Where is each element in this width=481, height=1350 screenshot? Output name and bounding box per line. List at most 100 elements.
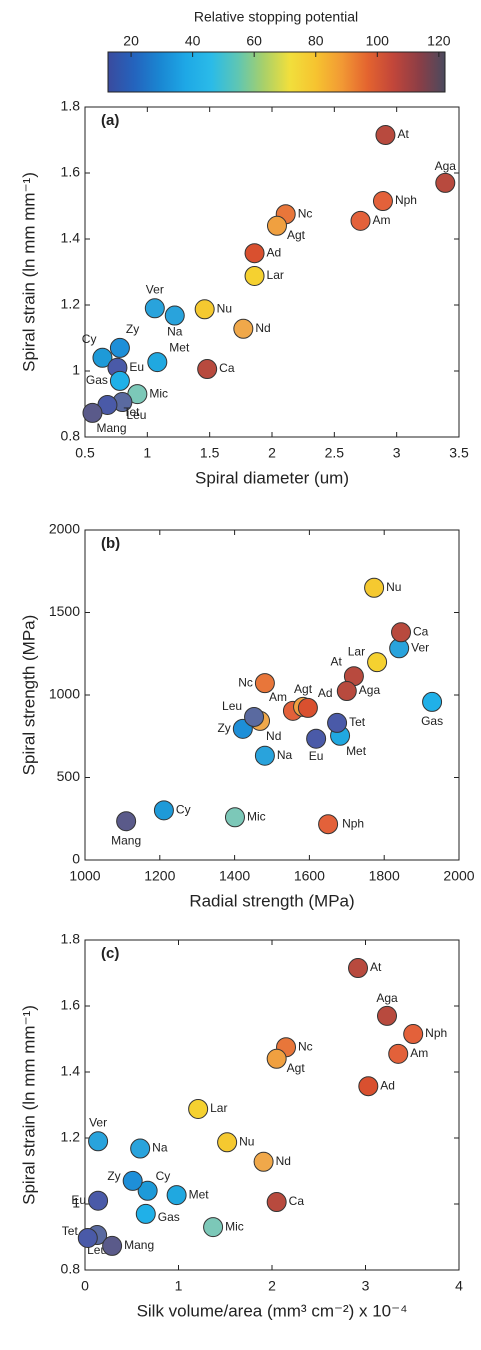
point-label: Ad — [318, 686, 333, 700]
point-label: Tet — [349, 715, 366, 729]
x-axis-label: Silk volume/area (mm³ cm⁻²) x 10⁻⁴ — [137, 1301, 408, 1320]
data-point — [244, 265, 265, 286]
point-label: Nph — [395, 193, 417, 207]
x-tick-label: 1.5 — [200, 445, 220, 461]
point-label: Lar — [348, 644, 365, 658]
y-axis-label: Spiral strain (ln mm mm⁻¹) — [19, 172, 38, 372]
y-tick-label: 1.2 — [61, 1129, 81, 1145]
data-point — [377, 1005, 398, 1026]
point-label: Am — [373, 213, 391, 227]
data-point — [153, 800, 174, 821]
data-point — [254, 745, 275, 766]
panel-label: (a) — [101, 112, 119, 129]
data-point — [116, 811, 137, 832]
point-label: At — [397, 127, 409, 141]
data-point — [224, 807, 245, 828]
point-label: Met — [346, 744, 367, 758]
point-label: Ver — [146, 282, 164, 296]
data-point — [88, 1131, 109, 1152]
x-tick-label: 4 — [455, 1278, 463, 1294]
point-label: Cy — [82, 332, 97, 346]
colorbar — [107, 51, 446, 93]
colorbar-tick-label: 120 — [427, 33, 451, 49]
point-label: Met — [169, 340, 190, 354]
point-label: Lar — [210, 1101, 227, 1115]
point-label: Lar — [267, 268, 284, 282]
point-label: Zy — [217, 721, 230, 735]
colorbar-tick-label: 20 — [123, 33, 139, 49]
data-point — [422, 691, 443, 712]
point-label: Agt — [287, 1061, 306, 1075]
data-point — [364, 577, 385, 598]
data-point — [266, 1192, 287, 1213]
data-point — [122, 1170, 143, 1191]
point-label: Na — [152, 1141, 168, 1155]
data-point — [350, 210, 371, 231]
colorbar-title: Relative stopping potential — [194, 9, 358, 25]
point-label: Nd — [266, 729, 281, 743]
data-point — [102, 1235, 123, 1256]
point-label: Eu — [129, 360, 144, 374]
data-point — [197, 359, 218, 380]
point-label: Na — [277, 748, 293, 762]
x-tick-label: 0.5 — [75, 445, 95, 461]
x-tick-label: 2 — [268, 445, 276, 461]
point-label: Eu — [309, 749, 324, 763]
point-label: Aga — [359, 683, 381, 697]
x-tick-label: 1800 — [369, 868, 400, 884]
x-tick-label: 1200 — [144, 868, 175, 884]
data-point — [244, 243, 265, 264]
point-label: Leu — [126, 408, 146, 422]
point-label: Cy — [176, 803, 191, 817]
y-tick-label: 1.6 — [61, 164, 81, 180]
x-tick-label: 1 — [143, 445, 151, 461]
y-tick-label: 0.8 — [61, 428, 81, 444]
point-label: Nph — [342, 816, 364, 830]
y-tick-label: 0 — [72, 851, 80, 867]
data-point — [253, 1151, 274, 1172]
data-point — [233, 318, 254, 339]
data-point — [327, 712, 348, 733]
point-label: Nd — [276, 1154, 291, 1168]
point-label: Aga — [376, 991, 398, 1005]
data-point — [88, 1190, 109, 1211]
data-point — [77, 1227, 98, 1248]
colorbar-tick-label: 40 — [185, 33, 201, 49]
point-label: Nc — [298, 206, 313, 220]
point-label: Am — [410, 1046, 428, 1060]
point-label: Mic — [149, 386, 168, 400]
data-point — [164, 305, 185, 326]
y-tick-label: 2000 — [49, 521, 80, 537]
x-tick-label: 2 — [268, 1278, 276, 1294]
y-axis-label: Spiral strain (ln mm mm⁻¹) — [19, 1005, 38, 1205]
data-point — [358, 1076, 379, 1097]
x-tick-label: 3 — [393, 445, 401, 461]
point-label: Nu — [239, 1134, 254, 1148]
data-point — [336, 681, 357, 702]
y-axis-label: Spiral strength (MPa) — [19, 615, 38, 776]
data-point — [306, 728, 327, 749]
panel-label: (c) — [101, 945, 119, 962]
point-label: Ver — [411, 640, 429, 654]
y-tick-label: 1.8 — [61, 931, 81, 947]
point-label: Mang — [96, 421, 126, 435]
data-point — [318, 814, 339, 835]
data-point — [82, 402, 103, 423]
point-label: Leu — [222, 699, 242, 713]
data-point — [166, 1185, 187, 1206]
data-point — [367, 652, 388, 673]
point-label: Gas — [421, 714, 443, 728]
colorbar-tick-label: 80 — [308, 33, 324, 49]
data-point — [109, 337, 130, 358]
data-point — [203, 1217, 224, 1238]
y-tick-label: 1.2 — [61, 296, 81, 312]
data-point — [92, 347, 113, 368]
x-tick-label: 1000 — [69, 868, 100, 884]
data-point — [137, 1180, 158, 1201]
x-tick-label: 3.5 — [449, 445, 469, 461]
data-point — [391, 622, 412, 643]
data-point — [372, 191, 393, 212]
x-tick-label: 1600 — [294, 868, 325, 884]
